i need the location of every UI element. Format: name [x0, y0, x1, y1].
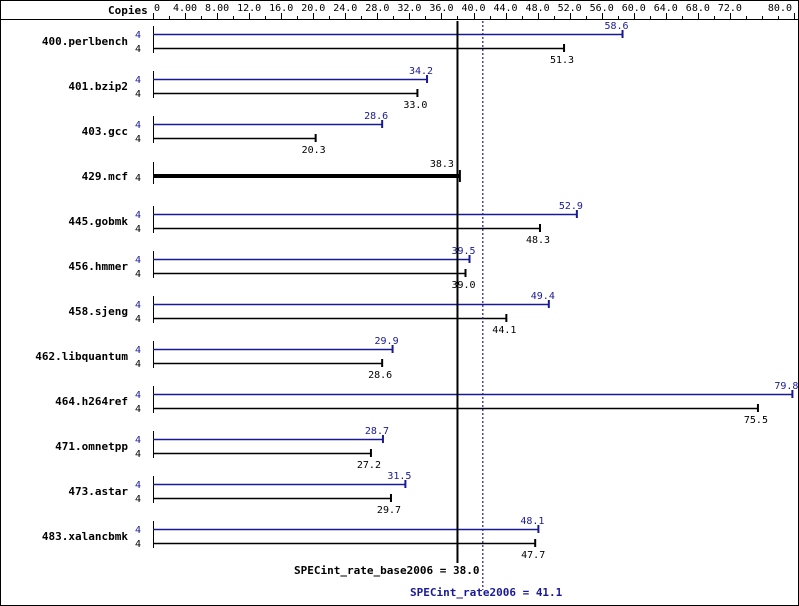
base-summary-label: SPECint_rate_base2006 = 38.0: [294, 564, 479, 577]
base-value-label: 27.2: [357, 460, 381, 471]
peak-value-label: 31.5: [387, 471, 411, 482]
peak-value-label: 79.8: [774, 381, 798, 392]
base-value-label: 20.3: [302, 145, 326, 156]
base-copies: 4: [135, 539, 141, 550]
tick-label: 20.0: [301, 3, 325, 14]
base-value-label: 29.7: [377, 505, 401, 516]
tick-label: 4.00: [173, 3, 197, 14]
benchmark-name: 429.mcf: [82, 170, 128, 183]
summary-lines: SPECint_rate_base2006 = 38.0 SPECint_rate…: [294, 21, 563, 599]
benchmark-name: 456.hmmer: [68, 260, 128, 273]
tick-label: 80.0: [768, 3, 792, 14]
tick-label: 16.0: [269, 3, 293, 14]
base-copies: 4: [135, 449, 141, 460]
benchmark-row: 400.perlbench 4 58.6 4 51.3: [42, 21, 629, 66]
benchmark-name: 473.astar: [68, 485, 128, 498]
peak-value-label: 49.4: [531, 291, 555, 302]
benchmark-name: 445.gobmk: [68, 215, 128, 228]
axis-title: Copies: [108, 4, 148, 17]
x-axis: Copies 0 4.00 8.00 12.0 16.0 20.0 24.0 28.0 32.0 3…: [108, 3, 795, 19]
tick-label: 60.0: [622, 3, 646, 14]
benchmark-name: 483.xalancbmk: [42, 530, 128, 543]
peak-value-label: 58.6: [604, 21, 628, 32]
tick-label: 12.0: [237, 3, 261, 14]
base-copies: 4: [135, 494, 141, 505]
benchmark-name: 400.perlbench: [42, 35, 128, 48]
peak-value-label: 48.1: [520, 516, 544, 527]
base-copies: 4: [135, 359, 141, 370]
base-copies: 4: [135, 44, 141, 55]
benchmark-row: 403.gcc 4 28.6 4 20.3: [82, 111, 389, 156]
benchmark-row: 483.xalancbmk 4 48.1 4 47.7: [42, 516, 545, 561]
base-copies: 4: [135, 134, 141, 145]
base-value-label: 51.3: [550, 55, 574, 66]
peak-copies: 4: [135, 390, 141, 401]
base-value-label: 28.6: [368, 370, 392, 381]
peak-value-label: 34.2: [409, 66, 433, 77]
base-copies: 4: [135, 404, 141, 415]
peak-value-label: 39.5: [451, 246, 475, 257]
benchmark-name: 458.sjeng: [68, 305, 128, 318]
base-copies: 4: [135, 269, 141, 280]
tick-label: 44.0: [494, 3, 518, 14]
base-value-label: 44.1: [492, 325, 516, 336]
benchmark-name: 462.libquantum: [35, 350, 128, 363]
peak-value-label: 29.9: [375, 336, 399, 347]
tick-label: 0: [154, 3, 160, 14]
tick-label: 28.0: [365, 3, 389, 14]
benchmark-row: 401.bzip2 4 34.2 4 33.0: [68, 66, 433, 111]
tick-label: 48.0: [526, 3, 550, 14]
benchmark-name: 464.h264ref: [55, 395, 128, 408]
peak-value-label: 28.7: [365, 426, 389, 437]
base-value-label: 39.0: [451, 280, 475, 291]
tick-label: 52.0: [558, 3, 582, 14]
base-value-label: 33.0: [403, 100, 427, 111]
peak-copies: 4: [135, 525, 141, 536]
benchmark-row: 458.sjeng 4 49.4 4 44.1: [68, 291, 554, 336]
peak-copies: 4: [135, 300, 141, 311]
peak-copies: 4: [135, 345, 141, 356]
peak-copies: 4: [135, 210, 141, 221]
peak-copies: 4: [135, 435, 141, 446]
tick-label: 40.0: [461, 3, 485, 14]
tick-label: 64.0: [654, 3, 678, 14]
base-copies: 4: [135, 173, 141, 184]
benchmark-row: 429.mcf 4 38.3: [82, 159, 461, 184]
tick-label: 72.0: [718, 3, 742, 14]
benchmark-row: 456.hmmer 4 39.5 4 39.0: [68, 246, 475, 291]
peak-copies: 4: [135, 75, 141, 86]
benchmark-row: 473.astar 4 31.5 4 29.7: [68, 471, 411, 516]
benchmark-name: 471.omnetpp: [55, 440, 128, 453]
base-copies: 4: [135, 314, 141, 325]
benchmark-name: 403.gcc: [82, 125, 128, 138]
benchmark-row: 464.h264ref 4 79.8 4 75.5: [55, 381, 798, 426]
base-value-label: 48.3: [526, 235, 550, 246]
tick-label: 36.0: [429, 3, 453, 14]
peak-summary-label: SPECint_rate2006 = 41.1: [410, 586, 563, 599]
peak-copies: 4: [135, 120, 141, 131]
base-copies: 4: [135, 224, 141, 235]
base-copies: 4: [135, 89, 141, 100]
benchmark-name: 401.bzip2: [68, 80, 128, 93]
base-value-label: 75.5: [744, 415, 768, 426]
peak-value-label: 52.9: [559, 201, 583, 212]
benchmark-row: 471.omnetpp 4 28.7 4 27.2: [55, 426, 389, 471]
benchmark-row: 462.libquantum 4 29.9 4 28.6: [35, 336, 398, 381]
base-value-label: 38.3: [430, 159, 454, 170]
base-value-label: 47.7: [521, 550, 545, 561]
benchmark-rows: 400.perlbench 4 58.6 4 51.3 401.bzip2 4 34.2 4 33…: [35, 21, 798, 561]
peak-copies: 4: [135, 255, 141, 266]
tick-label: 32.0: [397, 3, 421, 14]
benchmark-row: 445.gobmk 4 52.9 4 48.3: [68, 201, 583, 246]
tick-label: 68.0: [686, 3, 710, 14]
tick-label: 56.0: [590, 3, 614, 14]
peak-copies: 4: [135, 480, 141, 491]
peak-copies: 4: [135, 30, 141, 41]
tick-label: 8.00: [205, 3, 229, 14]
peak-value-label: 28.6: [364, 111, 388, 122]
tick-label: 24.0: [333, 3, 357, 14]
